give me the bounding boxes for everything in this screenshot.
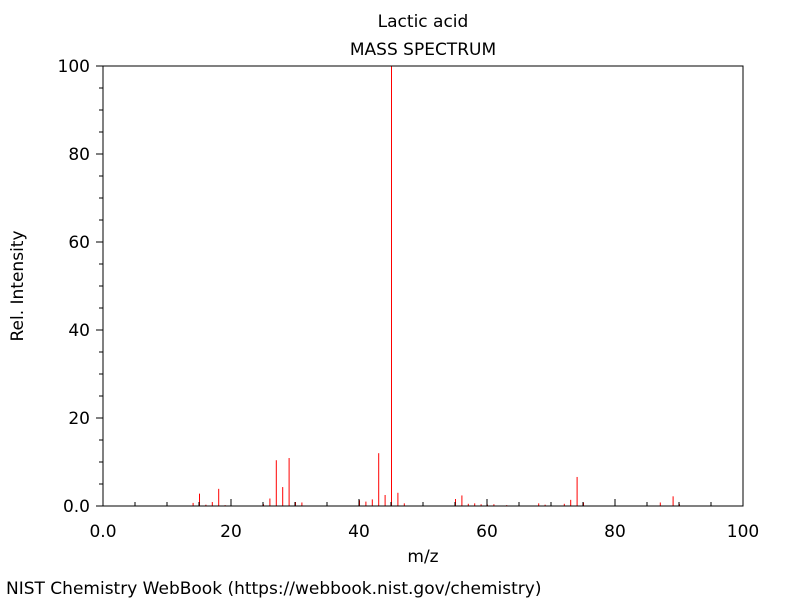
y-tick-label: 20	[68, 409, 90, 429]
chart-subtitle: MASS SPECTRUM	[350, 40, 496, 60]
x-tick-label: 60	[476, 522, 498, 542]
x-tick-label: 80	[604, 522, 626, 542]
y-axis-label: Rel. Intensity	[8, 230, 28, 341]
ticks-layer: 0.0 20 40 60 80 100 0.0 20 40 60 80 100	[58, 57, 760, 542]
x-tick-label: 20	[220, 522, 242, 542]
x-tick-label: 40	[348, 522, 370, 542]
plot-frame	[102, 65, 744, 507]
x-axis-label: m/z	[407, 547, 438, 567]
footer-source: NIST Chemistry WebBook (https://webbook.…	[6, 579, 541, 599]
y-tick-label: 80	[68, 145, 90, 165]
y-tick-label: 40	[68, 321, 90, 341]
y-tick-label: 60	[68, 233, 90, 253]
y-tick-label: 100	[58, 57, 90, 77]
chart-title: Lactic acid	[378, 12, 469, 32]
y-tick-label: 0.0	[63, 497, 90, 517]
x-tick-label: 0.0	[89, 522, 116, 542]
x-tick-label: 100	[727, 522, 759, 542]
peaks-layer	[192, 66, 680, 506]
